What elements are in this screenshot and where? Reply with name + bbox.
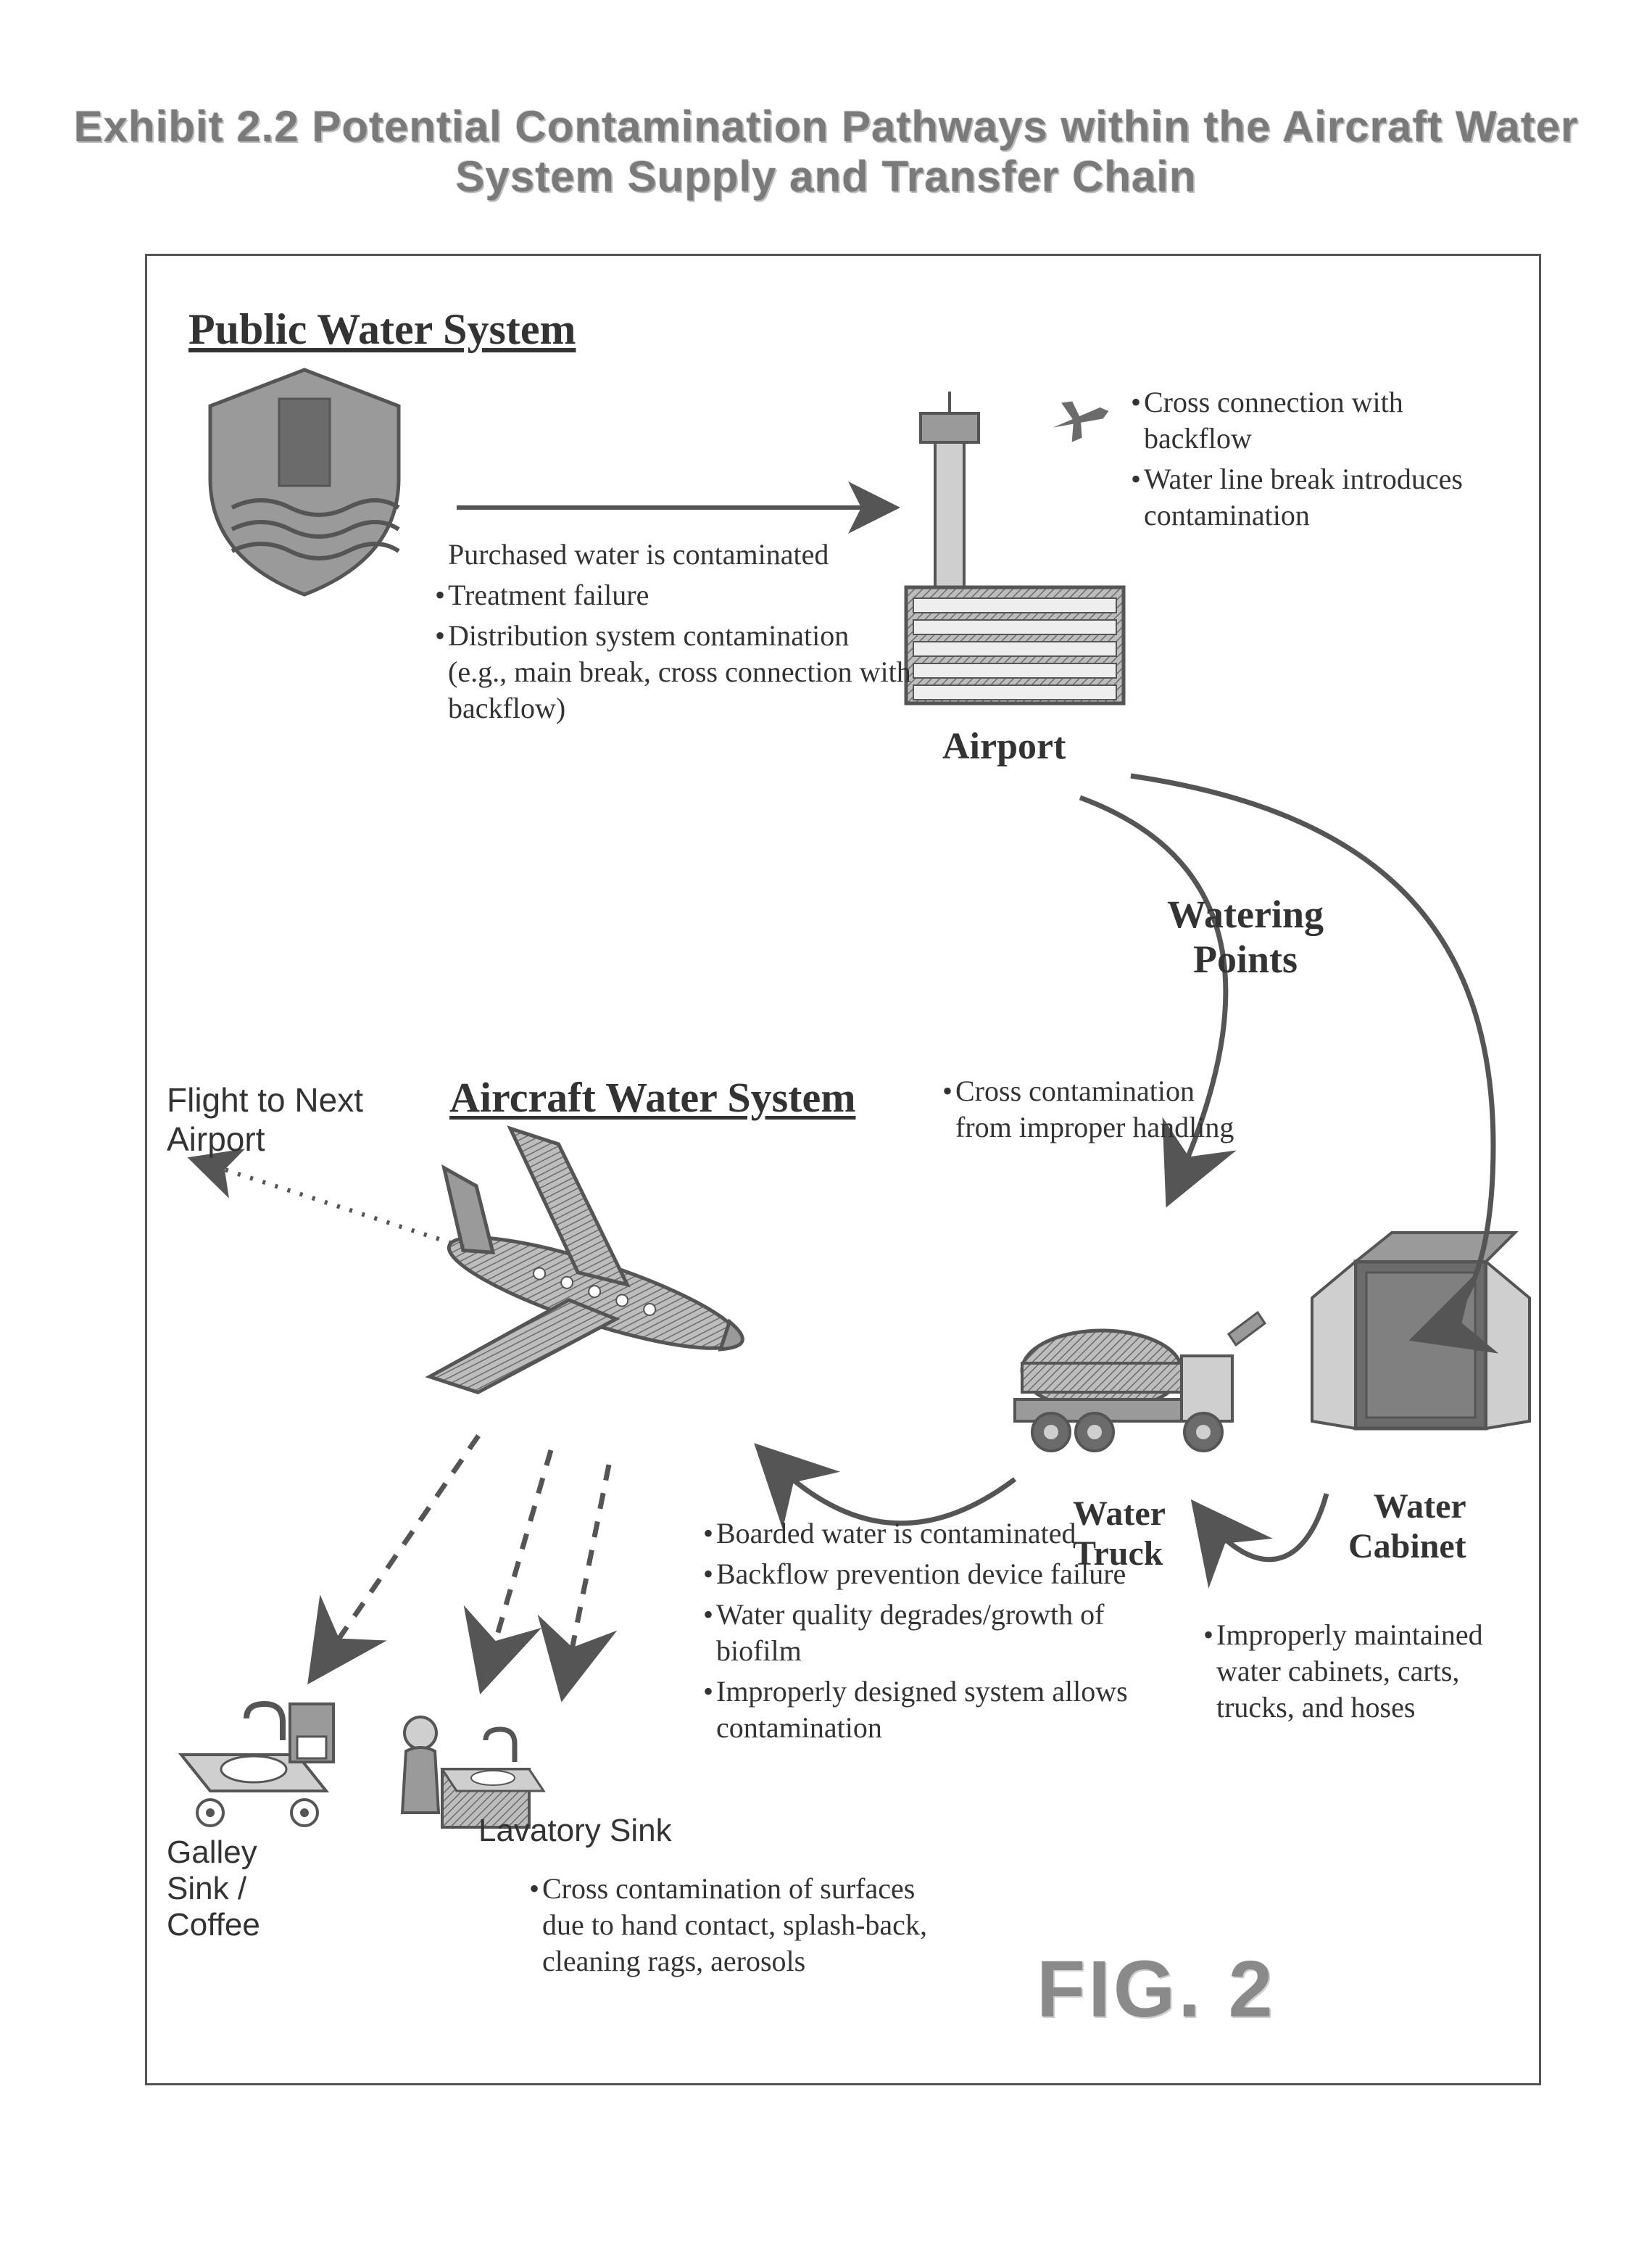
aircraft-icon xyxy=(381,1113,782,1465)
sink-bullets: •Cross contamination of surfaces due to … xyxy=(529,1871,935,1984)
lavatory-label: Lavatory Sink xyxy=(478,1813,672,1849)
aircraft-bullet-2: Water quality degrades/growth of biofilm xyxy=(716,1597,1174,1669)
airport-bullet-0: Cross connection with backflow xyxy=(1144,384,1508,457)
public-water-system-icon xyxy=(210,370,399,595)
aircraft-water-system-title: Aircraft Water System xyxy=(449,1073,856,1122)
water-cabinet-icon xyxy=(1312,1233,1529,1428)
airport-icon xyxy=(906,392,1124,703)
arrow-aircraft-to-lav2 xyxy=(565,1465,609,1682)
arrow-aircraft-to-next xyxy=(196,1160,464,1247)
aircraft-bullets: •Boarded water is contaminated •Backflow… xyxy=(703,1515,1174,1750)
airport-label: Airport xyxy=(942,725,1066,768)
arrow-cabinet-to-truck xyxy=(1203,1494,1327,1560)
sink-bullet-0: Cross contamination of surfaces due to h… xyxy=(542,1871,935,1979)
airport-bullet-1: Water line break introduces contaminatio… xyxy=(1144,461,1508,534)
cabinet-bullet-0: Improperly maintained water cabinets, ca… xyxy=(1216,1617,1515,1726)
page: Exhibit 2.2 Potential Contamination Path… xyxy=(0,0,1652,2263)
figure-label: FIG. 2 xyxy=(1037,1943,1276,2035)
arrow-aircraft-to-galley xyxy=(319,1436,478,1668)
water-truck-icon xyxy=(1015,1312,1265,1451)
public-water-system-title: Public Water System xyxy=(188,305,576,355)
pws-bullets: Purchased water is contaminated •Treatme… xyxy=(435,537,913,731)
pws-bullet-1: Treatment failure xyxy=(448,577,649,613)
lavatory-sink-icon xyxy=(402,1717,544,1827)
cabinet-bullets: •Improperly maintained water cabinets, c… xyxy=(1203,1617,1515,1730)
pws-bullet-2: Distribution system contamination (e.g.,… xyxy=(448,618,913,727)
galley-label: Galley Sink / Coffee xyxy=(167,1834,260,1943)
pws-bullet-0: Purchased water is contaminated xyxy=(448,537,829,573)
water-cabinet-label: Water Cabinet xyxy=(1348,1486,1466,1566)
arrow-aircraft-to-lav1 xyxy=(486,1450,551,1675)
airport-bullets: •Cross connection with backflow •Water l… xyxy=(1131,384,1508,538)
arrow-truck-to-aircraft xyxy=(768,1457,1015,1523)
galley-sink-icon xyxy=(181,1704,333,1826)
flight-next-label: Flight to Next Airport xyxy=(167,1080,363,1159)
aircraft-bullet-3: Improperly designed system allows contam… xyxy=(716,1674,1174,1746)
aircraft-bullet-1: Backflow prevention device failure xyxy=(716,1556,1126,1592)
handling-bullets: •Cross contamination from improper handl… xyxy=(942,1073,1254,1150)
aircraft-bullet-0: Boarded water is contaminated xyxy=(716,1515,1076,1552)
handling-bullet-0: Cross contamination from improper handli… xyxy=(955,1073,1254,1146)
watering-points-label: Watering Points xyxy=(1167,892,1324,982)
